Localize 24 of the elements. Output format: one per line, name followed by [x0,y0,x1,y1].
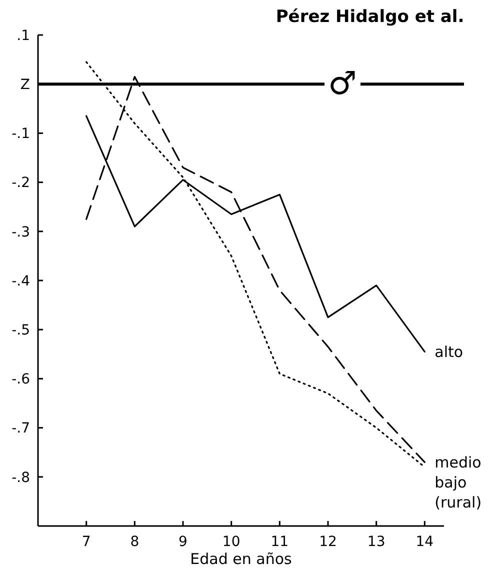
series-label: alto [434,342,464,361]
x-tick-label: 9 [178,534,188,550]
y-tick-label: -.2 [12,175,30,192]
y-tick-label: -.1 [12,126,30,142]
chart-title: Pérez Hidalgo et al. [276,7,464,27]
ref-line-label: ♂ [328,64,357,102]
x-tick-label: 11 [270,534,289,550]
series-label: bajo (rural) [434,473,482,512]
y-tick-label: Z [20,77,30,93]
x-tick-label: 13 [367,534,386,550]
y-tick-label: -.4 [12,273,30,290]
y-tick-label: .1 [16,28,30,44]
y-tick-label: -.8 [12,470,30,486]
x-tick-label: 14 [416,534,434,550]
x-tick-label: 7 [82,534,91,550]
y-tick-label: -.3 [12,224,30,240]
x-tick-label: 10 [222,534,240,550]
x-tick-label: 8 [130,534,140,550]
series-label: medio [434,453,482,472]
y-tick-label: -.6 [12,372,30,388]
x-axis-title: Edad en años [190,550,292,568]
y-tick-label: -.5 [12,322,30,338]
x-tick-label: 12 [319,534,337,550]
y-tick-label: -.7 [12,420,30,437]
